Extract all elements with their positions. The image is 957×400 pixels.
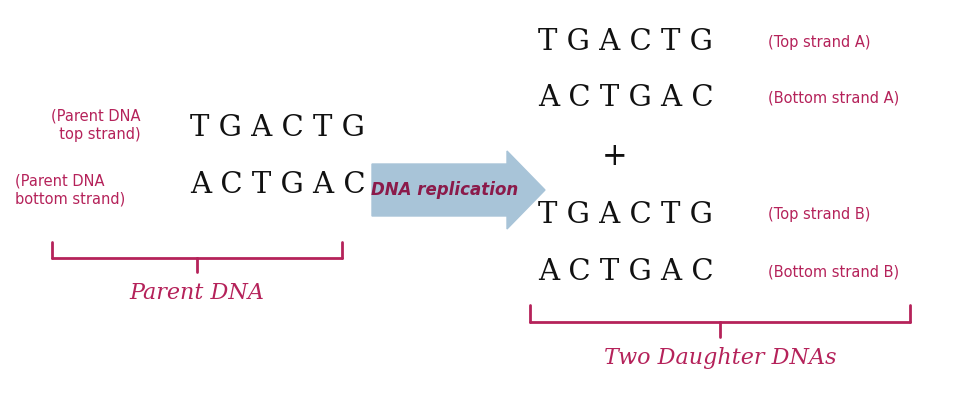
Text: (Top strand B): (Top strand B): [768, 208, 870, 222]
Text: DNA replication: DNA replication: [371, 181, 518, 199]
Text: (Parent DNA
bottom strand): (Parent DNA bottom strand): [15, 173, 125, 207]
FancyArrow shape: [372, 151, 545, 229]
Text: A C T G A C: A C T G A C: [538, 84, 714, 112]
Text: (Top strand A): (Top strand A): [768, 34, 871, 50]
Text: T G A C T G: T G A C T G: [538, 28, 713, 56]
Text: A C T G A C: A C T G A C: [538, 258, 714, 286]
Text: +: +: [602, 142, 628, 172]
Text: (Bottom strand B): (Bottom strand B): [768, 264, 900, 280]
Text: T G A C T G: T G A C T G: [190, 114, 365, 142]
Text: (Bottom strand A): (Bottom strand A): [768, 90, 900, 106]
Text: Parent DNA: Parent DNA: [129, 282, 264, 304]
Text: Two Daughter DNAs: Two Daughter DNAs: [604, 347, 836, 369]
Text: (Parent DNA
  top strand): (Parent DNA top strand): [50, 108, 141, 142]
Text: A C T G A C: A C T G A C: [190, 171, 366, 199]
Text: T G A C T G: T G A C T G: [538, 201, 713, 229]
